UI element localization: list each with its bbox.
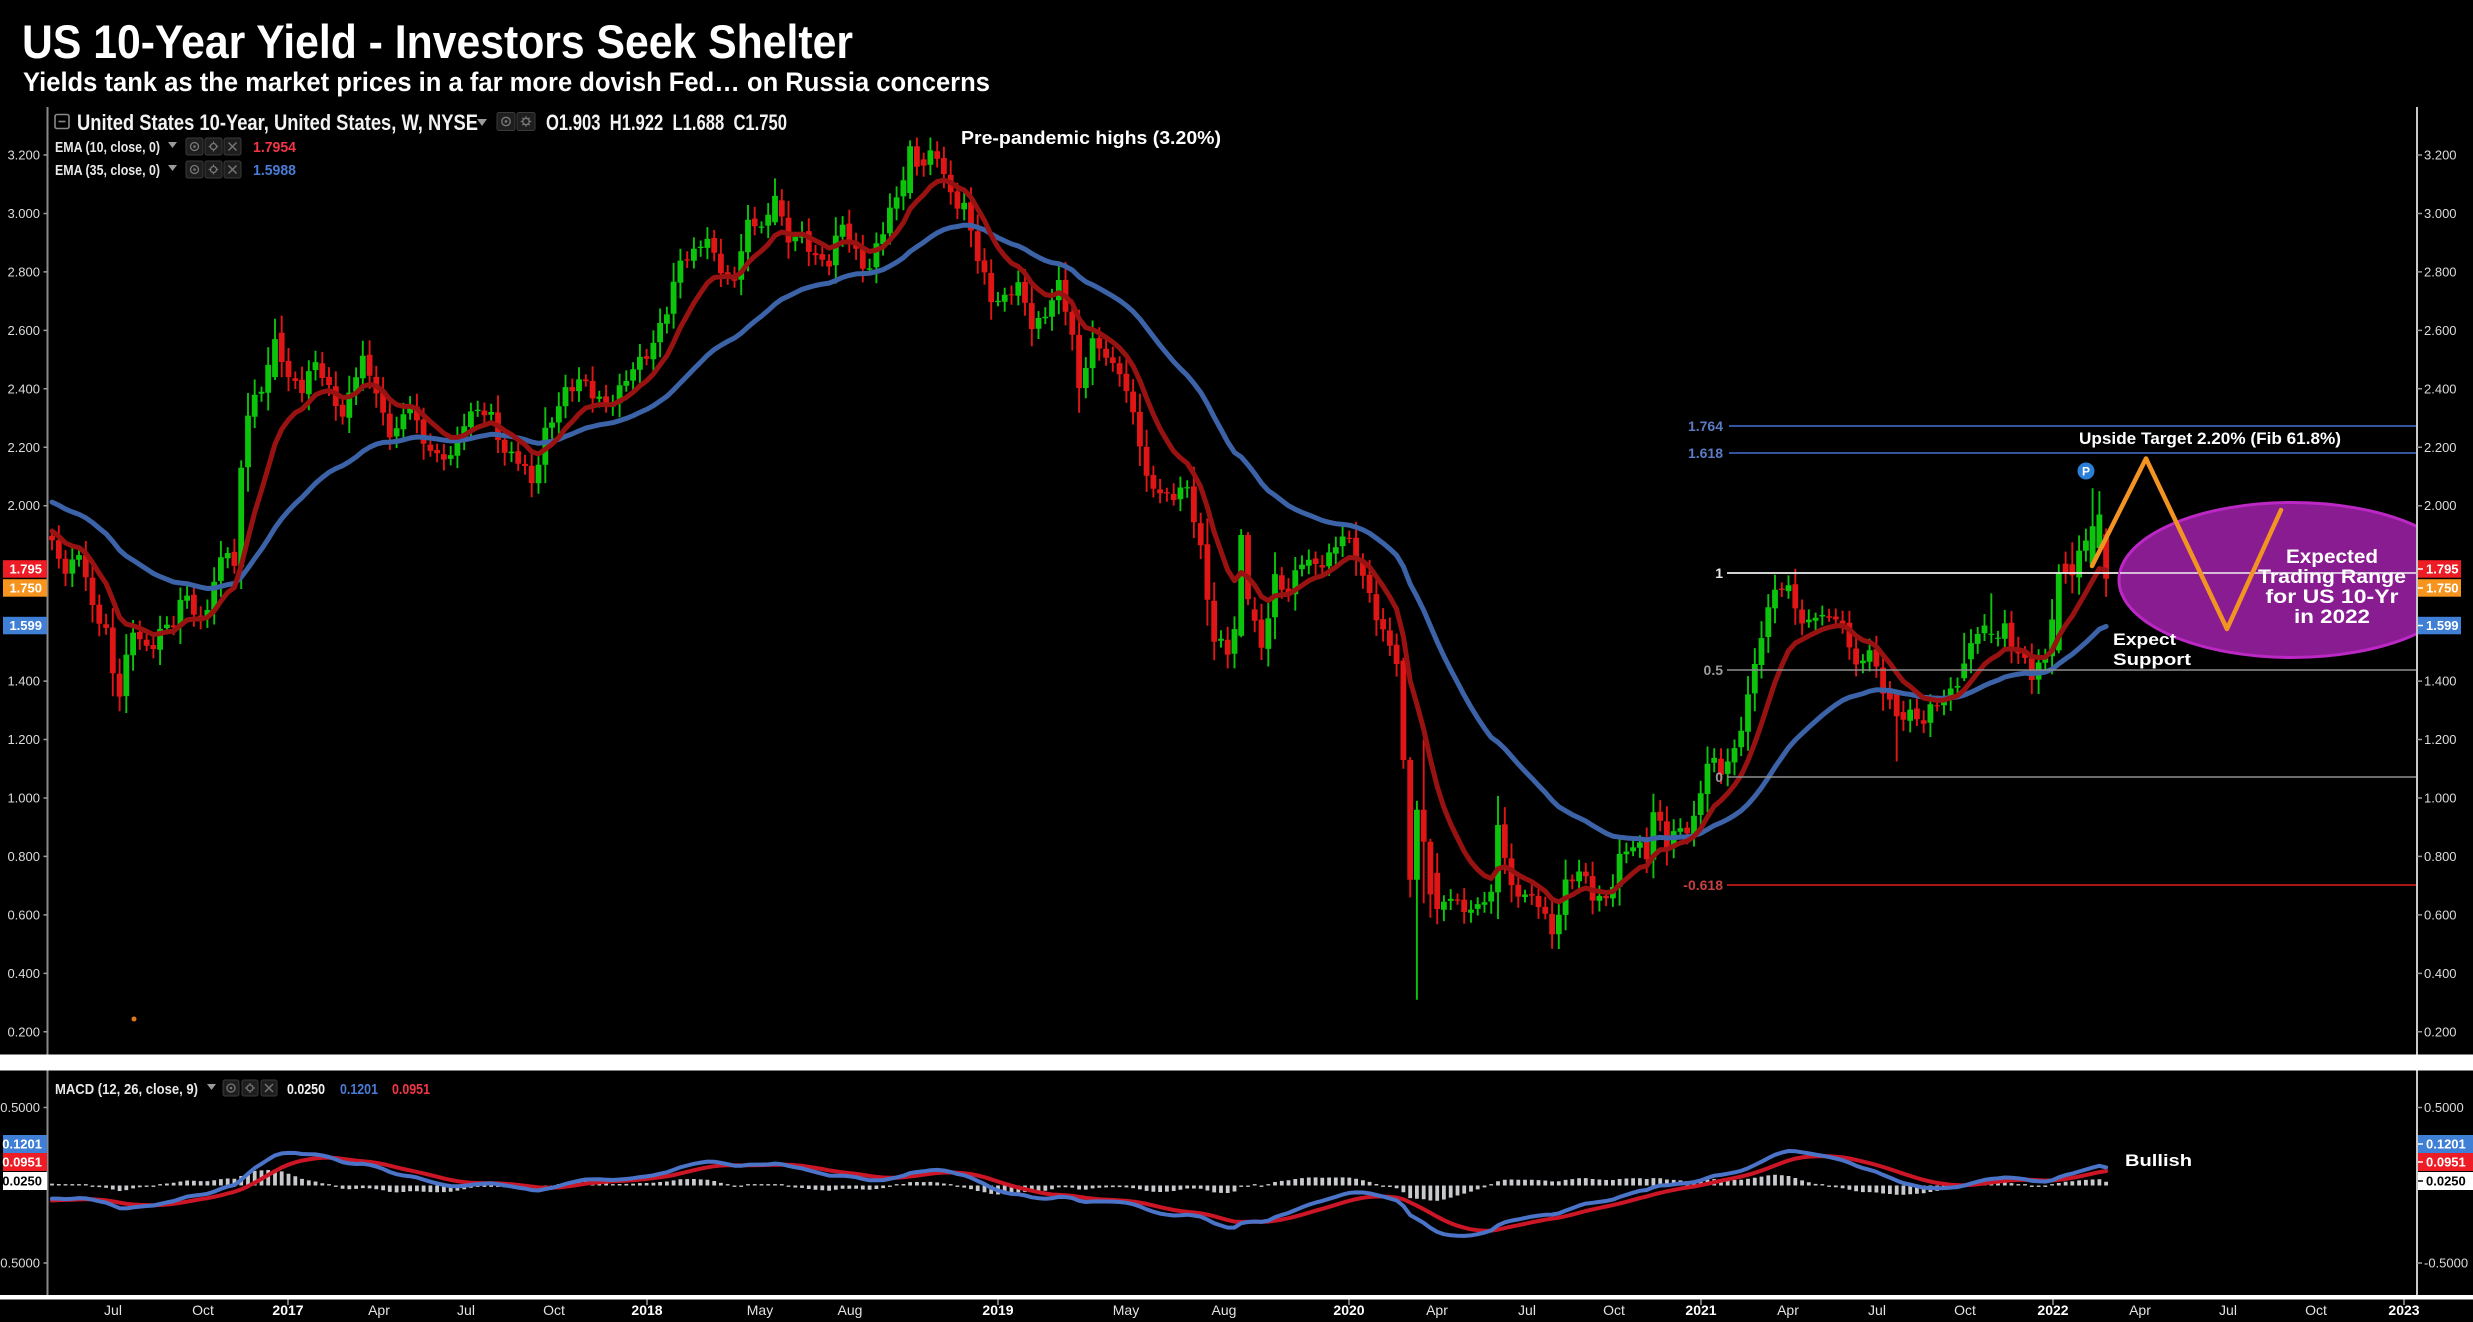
svg-text:0.1201: 0.1201 <box>2426 1137 2466 1152</box>
svg-text:Yields tank as the market pric: Yields tank as the market prices in a fa… <box>23 67 990 97</box>
svg-text:1: 1 <box>1715 565 1723 581</box>
svg-text:-0.618: -0.618 <box>1683 877 1723 893</box>
svg-text:Oct: Oct <box>2305 1302 2327 1318</box>
svg-text:1.795: 1.795 <box>9 562 42 577</box>
svg-text:0.800: 0.800 <box>7 849 40 864</box>
svg-text:1.000: 1.000 <box>2424 791 2457 806</box>
svg-text:2.400: 2.400 <box>7 381 40 396</box>
svg-text:2019: 2019 <box>982 1302 1013 1318</box>
svg-text:Oct: Oct <box>1603 1302 1625 1318</box>
svg-text:Jul: Jul <box>1518 1302 1536 1318</box>
svg-text:Apr: Apr <box>2129 1302 2151 1318</box>
svg-text:3.200: 3.200 <box>7 148 40 163</box>
svg-text:Pre-pandemic highs (3.20%): Pre-pandemic highs (3.20%) <box>961 128 1221 148</box>
svg-text:1.750: 1.750 <box>2426 581 2459 596</box>
svg-text:Apr: Apr <box>1426 1302 1448 1318</box>
svg-text:0.0250: 0.0250 <box>2426 1174 2466 1189</box>
svg-text:Aug: Aug <box>838 1302 863 1318</box>
svg-text:0.5000: 0.5000 <box>0 1100 40 1115</box>
svg-text:1.764: 1.764 <box>1688 418 1723 434</box>
svg-text:0.200: 0.200 <box>7 1024 40 1039</box>
svg-text:Bullish: Bullish <box>2125 1151 2192 1170</box>
svg-text:2021: 2021 <box>1685 1302 1716 1318</box>
svg-text:0.600: 0.600 <box>7 907 40 922</box>
svg-text:May: May <box>747 1302 773 1318</box>
svg-text:Jul: Jul <box>104 1302 122 1318</box>
svg-text:1.200: 1.200 <box>2424 732 2457 747</box>
svg-text:0.0951: 0.0951 <box>2 1155 42 1170</box>
svg-text:0: 0 <box>1715 769 1723 785</box>
svg-text:EMA (35, close, 0): EMA (35, close, 0) <box>55 162 160 179</box>
svg-text:May: May <box>1113 1302 1139 1318</box>
svg-text:2.600: 2.600 <box>2424 323 2457 338</box>
svg-text:2017: 2017 <box>272 1302 303 1318</box>
svg-text:0.0250: 0.0250 <box>2 1174 42 1189</box>
svg-text:1.7954: 1.7954 <box>253 139 297 156</box>
svg-text:2022: 2022 <box>2037 1302 2068 1318</box>
svg-text:1.5988: 1.5988 <box>253 162 296 179</box>
svg-text:EMA (10, close, 0): EMA (10, close, 0) <box>55 139 160 156</box>
svg-text:1.599: 1.599 <box>2426 618 2459 633</box>
svg-text:0.600: 0.600 <box>2424 907 2457 922</box>
svg-text:Apr: Apr <box>368 1302 390 1318</box>
svg-text:Oct: Oct <box>543 1302 565 1318</box>
svg-text:Oct: Oct <box>1954 1302 1976 1318</box>
svg-text:3.000: 3.000 <box>7 206 40 221</box>
svg-text:3.200: 3.200 <box>2424 148 2457 163</box>
svg-text:2.600: 2.600 <box>7 323 40 338</box>
svg-text:Support: Support <box>2113 650 2191 669</box>
svg-text:1.000: 1.000 <box>7 791 40 806</box>
svg-text:0.0250: 0.0250 <box>287 1081 325 1098</box>
svg-text:2.000: 2.000 <box>7 498 40 513</box>
svg-text:0.1201: 0.1201 <box>2 1137 42 1152</box>
svg-text:Jul: Jul <box>1868 1302 1886 1318</box>
svg-text:0.400: 0.400 <box>2424 966 2457 981</box>
svg-text:Jul: Jul <box>457 1302 475 1318</box>
svg-text:0.0951: 0.0951 <box>2426 1155 2466 1170</box>
svg-text:1.200: 1.200 <box>7 732 40 747</box>
svg-text:P: P <box>2082 465 2090 479</box>
svg-text:2.200: 2.200 <box>7 440 40 455</box>
svg-text:1.618: 1.618 <box>1688 445 1723 461</box>
svg-text:2.800: 2.800 <box>7 264 40 279</box>
svg-text:Aug: Aug <box>1212 1302 1237 1318</box>
svg-text:1.795: 1.795 <box>2426 562 2459 577</box>
svg-text:Oct: Oct <box>192 1302 214 1318</box>
svg-text:for US 10-Yr: for US 10-Yr <box>2266 587 2400 608</box>
svg-text:2.400: 2.400 <box>2424 381 2457 396</box>
svg-text:1.400: 1.400 <box>7 674 40 689</box>
svg-text:1.400: 1.400 <box>2424 674 2457 689</box>
svg-text:0.200: 0.200 <box>2424 1024 2457 1039</box>
svg-text:0.5: 0.5 <box>1704 662 1724 678</box>
svg-text:0.800: 0.800 <box>2424 849 2457 864</box>
svg-text:United States 10-Year, United: United States 10-Year, United States, W,… <box>77 110 478 135</box>
svg-text:1.599: 1.599 <box>9 618 42 633</box>
svg-text:0.400: 0.400 <box>7 966 40 981</box>
svg-text:2.000: 2.000 <box>2424 498 2457 513</box>
svg-text:MACD (12, 26, close, 9): MACD (12, 26, close, 9) <box>55 1081 198 1098</box>
svg-text:2023: 2023 <box>2388 1302 2419 1318</box>
svg-text:Trading Range: Trading Range <box>2258 567 2406 588</box>
svg-text:Apr: Apr <box>1777 1302 1799 1318</box>
svg-text:1.750: 1.750 <box>9 581 42 596</box>
svg-text:2.800: 2.800 <box>2424 264 2457 279</box>
svg-text:3.000: 3.000 <box>2424 206 2457 221</box>
svg-text:0.1201: 0.1201 <box>340 1081 378 1098</box>
svg-text:-0.5000: -0.5000 <box>2424 1256 2468 1271</box>
svg-text:O1.903 H1.922 L1.688 C1.750: O1.903 H1.922 L1.688 C1.750 <box>546 110 787 135</box>
svg-text:Expected: Expected <box>2286 547 2378 568</box>
svg-text:2.200: 2.200 <box>2424 440 2457 455</box>
svg-text:Upside Target 2.20% (Fib 61.8%: Upside Target 2.20% (Fib 61.8%) <box>2079 429 2341 448</box>
svg-text:Jul: Jul <box>2219 1302 2237 1318</box>
svg-text:0.5000: 0.5000 <box>0 1256 40 1271</box>
svg-text:Expect: Expect <box>2113 630 2176 649</box>
svg-text:2018: 2018 <box>631 1302 662 1318</box>
svg-text:US 10-Year Yield - Investors S: US 10-Year Yield - Investors Seek Shelte… <box>22 15 853 68</box>
svg-text:0.0951: 0.0951 <box>392 1081 430 1098</box>
svg-text:0.5000: 0.5000 <box>2424 1100 2464 1115</box>
svg-text:2020: 2020 <box>1333 1302 1364 1318</box>
svg-text:in 2022: in 2022 <box>2294 607 2370 628</box>
